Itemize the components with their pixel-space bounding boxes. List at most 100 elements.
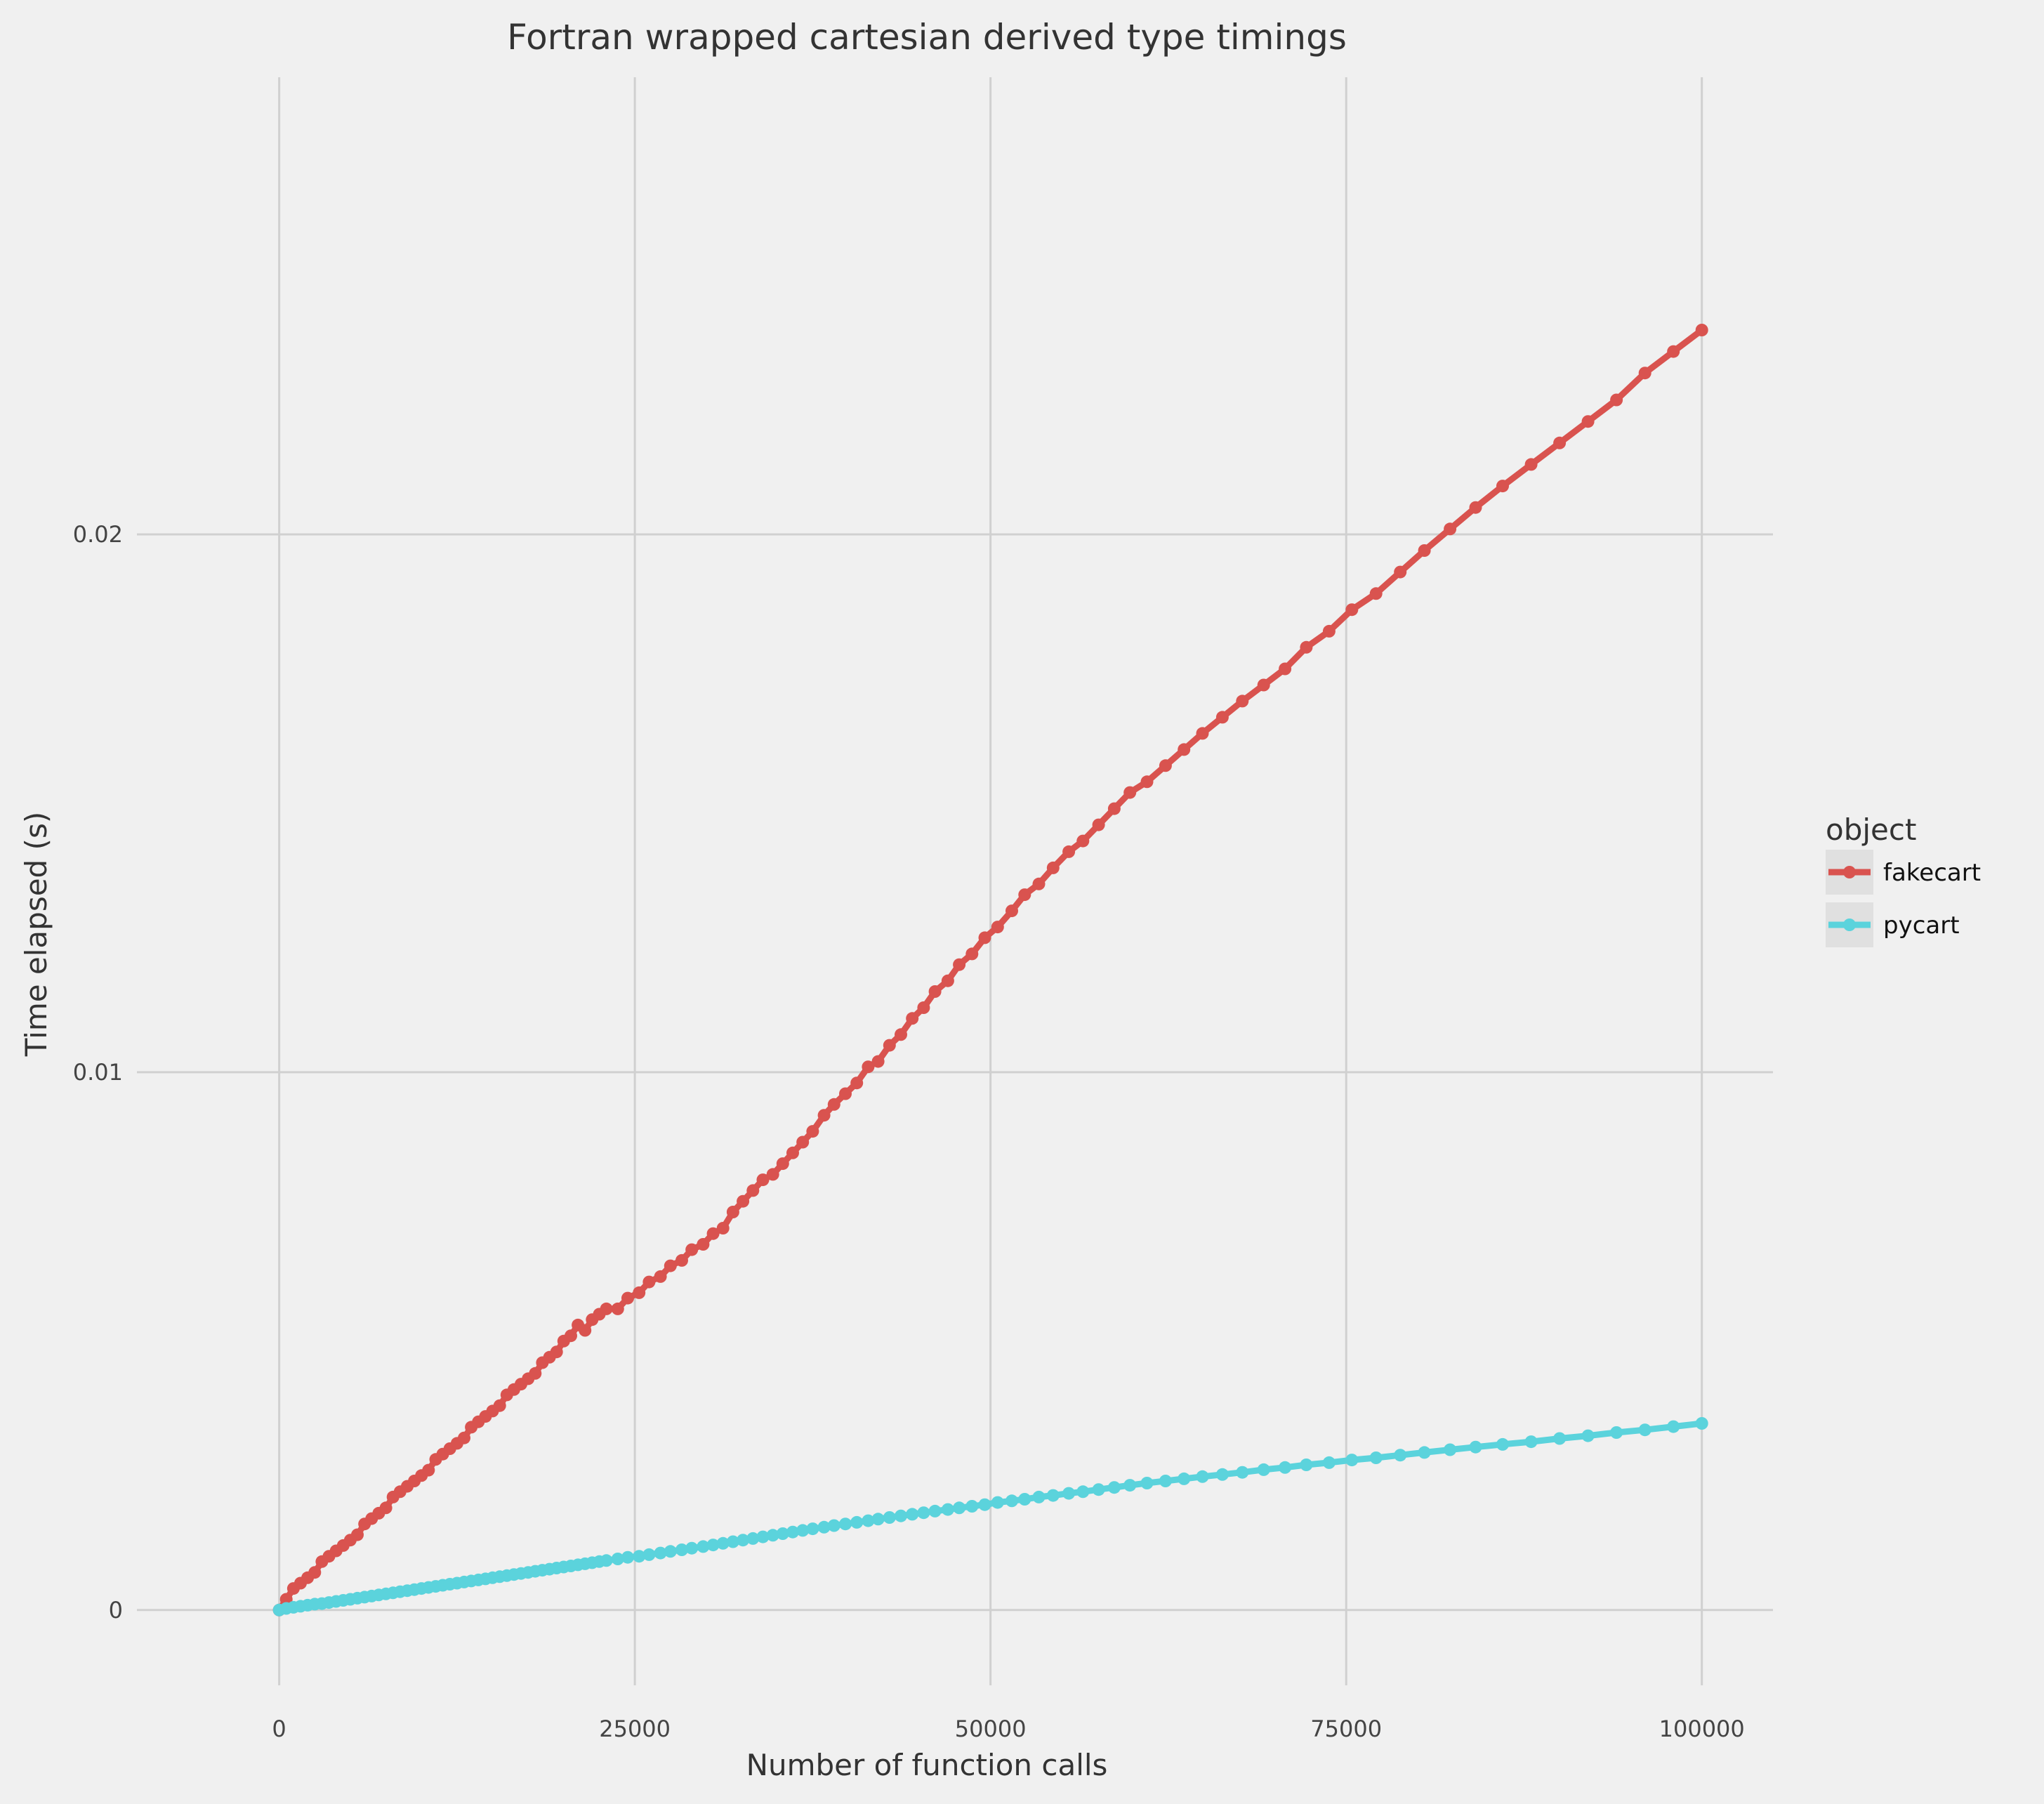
data-point-pycart [1524,1435,1538,1449]
data-point-fakecart [1005,904,1018,918]
data-point-pycart [1553,1432,1567,1445]
x-tick-label: 25000 [599,1716,671,1742]
data-point-pycart [1610,1426,1623,1439]
data-point-fakecart [579,1324,592,1337]
y-axis-ticks: 0 0.01 0.02 [73,521,123,1624]
data-point-pycart [1062,1487,1076,1500]
data-point-fakecart [928,985,942,998]
data-point-fakecart [1018,888,1031,902]
x-tick-label: 75000 [1310,1716,1382,1742]
data-point-fakecart [1159,759,1172,772]
data-point-fakecart [1444,522,1457,536]
data-point-fakecart [1215,711,1229,724]
data-point-fakecart [839,1087,852,1100]
data-point-pycart [1107,1481,1121,1494]
data-point-fakecart [941,974,954,987]
data-point-pycart [895,1509,907,1522]
data-point-fakecart [1524,458,1538,471]
data-point-pycart [1444,1443,1457,1456]
data-point-fakecart [871,1055,885,1068]
data-point-fakecart [737,1194,750,1208]
data-point-pycart [941,1503,954,1516]
data-point-fakecart [906,1012,919,1025]
data-point-pycart [1469,1440,1482,1454]
data-point-pycart [991,1496,1004,1509]
data-point-pycart [1345,1454,1359,1467]
data-point-pycart [978,1498,991,1511]
data-point-fakecart [766,1168,779,1181]
data-point-fakecart [776,1157,789,1171]
data-point-pycart [1236,1466,1249,1479]
legend-item-pycart: pycart [1826,902,1960,947]
data-point-pycart [756,1530,770,1543]
chart-title: Fortran wrapped cartesian derived type t… [507,17,1347,58]
data-point-pycart [1257,1463,1270,1476]
data-point-fakecart [895,1028,907,1041]
data-point-fakecart [1279,662,1292,676]
y-tick-label: 0 [109,1597,123,1624]
data-point-pycart [850,1515,864,1529]
data-point-fakecart [965,947,979,961]
data-point-pycart [621,1550,634,1564]
data-point-pycart [1322,1456,1336,1469]
data-point-pycart [697,1540,710,1553]
x-tick-label: 100000 [1659,1716,1745,1742]
data-point-pycart [1076,1485,1090,1499]
data-point-pycart [633,1550,646,1563]
data-point-fakecart [1695,324,1708,336]
data-point-pycart [1005,1494,1018,1508]
data-point-fakecart [1107,802,1121,815]
data-point-pycart [1581,1429,1595,1442]
data-point-pycart [776,1527,789,1540]
data-point-fakecart [664,1259,677,1272]
data-point-fakecart [917,1001,930,1014]
data-point-fakecart [1322,624,1336,638]
data-point-fakecart [1140,775,1154,789]
data-point-fakecart [716,1222,730,1235]
data-point-pycart [642,1548,656,1561]
legend-swatch-point [1843,919,1856,931]
legend-item-fakecart: fakecart [1826,850,1981,895]
data-point-fakecart [379,1501,393,1515]
data-point-pycart [1046,1489,1060,1502]
data-point-fakecart [422,1463,435,1477]
data-point-pycart [746,1532,760,1545]
data-point-fakecart [458,1431,470,1444]
data-point-fakecart [642,1275,656,1289]
data-point-fakecart [654,1270,667,1283]
data-point-fakecart [1257,678,1270,692]
data-point-pycart [1178,1472,1191,1485]
data-point-pycart [953,1501,966,1515]
data-point-pycart [706,1539,720,1552]
data-point-fakecart [1369,587,1383,600]
data-point-fakecart [550,1345,563,1359]
data-point-pycart [654,1546,667,1560]
data-point-fakecart [621,1291,634,1305]
data-point-fakecart [1178,743,1191,756]
data-point-fakecart [675,1253,688,1267]
data-point-pycart [917,1506,930,1520]
data-point-pycart [839,1517,852,1531]
series-layer [272,324,1708,1617]
y-tick-label: 0.01 [73,1059,123,1086]
data-point-fakecart [351,1528,364,1541]
y-tick-label: 0.02 [73,521,123,548]
data-point-fakecart [796,1135,810,1149]
legend-items: fakecart pycart [1826,850,1981,947]
data-point-fakecart [308,1566,322,1579]
data-point-pycart [1667,1420,1680,1433]
data-point-fakecart [1638,367,1651,380]
data-point-fakecart [817,1109,831,1122]
data-point-fakecart [883,1039,896,1052]
data-point-fakecart [529,1367,542,1380]
data-point-fakecart [953,958,966,971]
data-point-pycart [965,1500,979,1513]
data-point-fakecart [1496,480,1509,493]
data-point-pycart [1394,1449,1407,1462]
data-point-pycart [1196,1470,1209,1483]
x-axis-label: Number of function calls [746,1748,1108,1782]
data-point-fakecart [1610,393,1623,407]
data-point-pycart [883,1511,896,1524]
data-point-pycart [664,1545,677,1558]
data-point-pycart [1418,1446,1431,1459]
